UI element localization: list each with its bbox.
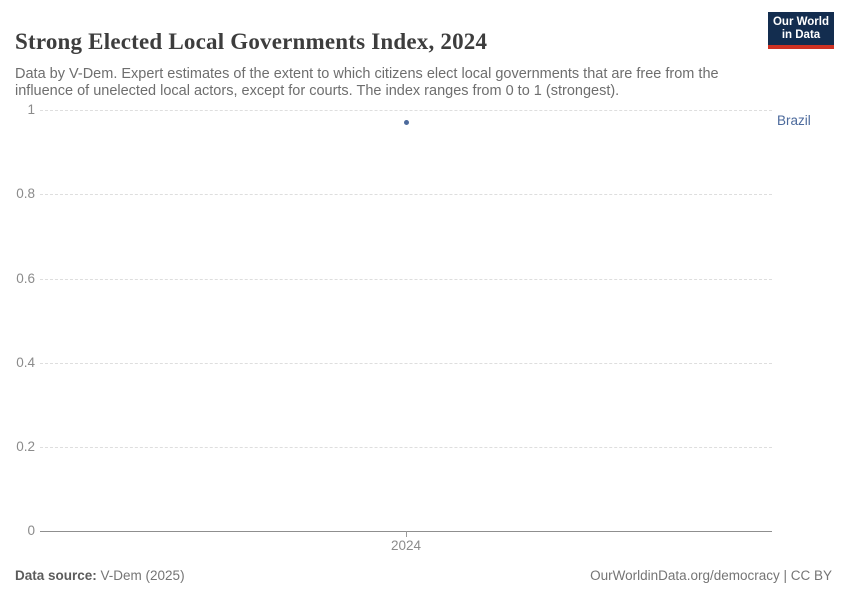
data-point-brazil[interactable]	[404, 120, 409, 125]
page-title: Strong Elected Local Governments Index, …	[15, 29, 488, 55]
entity-label-brazil[interactable]: Brazil	[777, 113, 811, 128]
data-source-label: Data source:	[15, 568, 97, 583]
chart-footer: Data source: V-Dem (2025) OurWorldinData…	[15, 568, 832, 583]
y-tick-label: 0	[27, 523, 35, 538]
data-source: Data source: V-Dem (2025)	[15, 568, 185, 583]
owid-logo: Our World in Data	[768, 12, 834, 49]
gridline	[40, 447, 772, 448]
x-tick-mark	[406, 531, 407, 537]
gridline	[40, 110, 772, 111]
y-tick-label: 0.2	[16, 439, 35, 454]
y-tick-label: 0.8	[16, 186, 35, 201]
x-tick-label: 2024	[390, 538, 422, 553]
gridline	[40, 363, 772, 364]
gridline	[40, 279, 772, 280]
chart-subtitle: Data by V-Dem. Expert estimates of the e…	[15, 65, 719, 99]
y-tick-label: 1	[27, 102, 35, 117]
logo-line-1: Our World	[772, 15, 829, 28]
gridline	[40, 194, 772, 195]
footer-link[interactable]: OurWorldinData.org/democracy | CC BY	[590, 568, 832, 583]
y-tick-label: 0.4	[16, 355, 35, 370]
y-tick-label: 0.6	[16, 271, 35, 286]
logo-line-2: in Data	[781, 28, 821, 41]
data-source-value: V-Dem (2025)	[96, 568, 185, 583]
